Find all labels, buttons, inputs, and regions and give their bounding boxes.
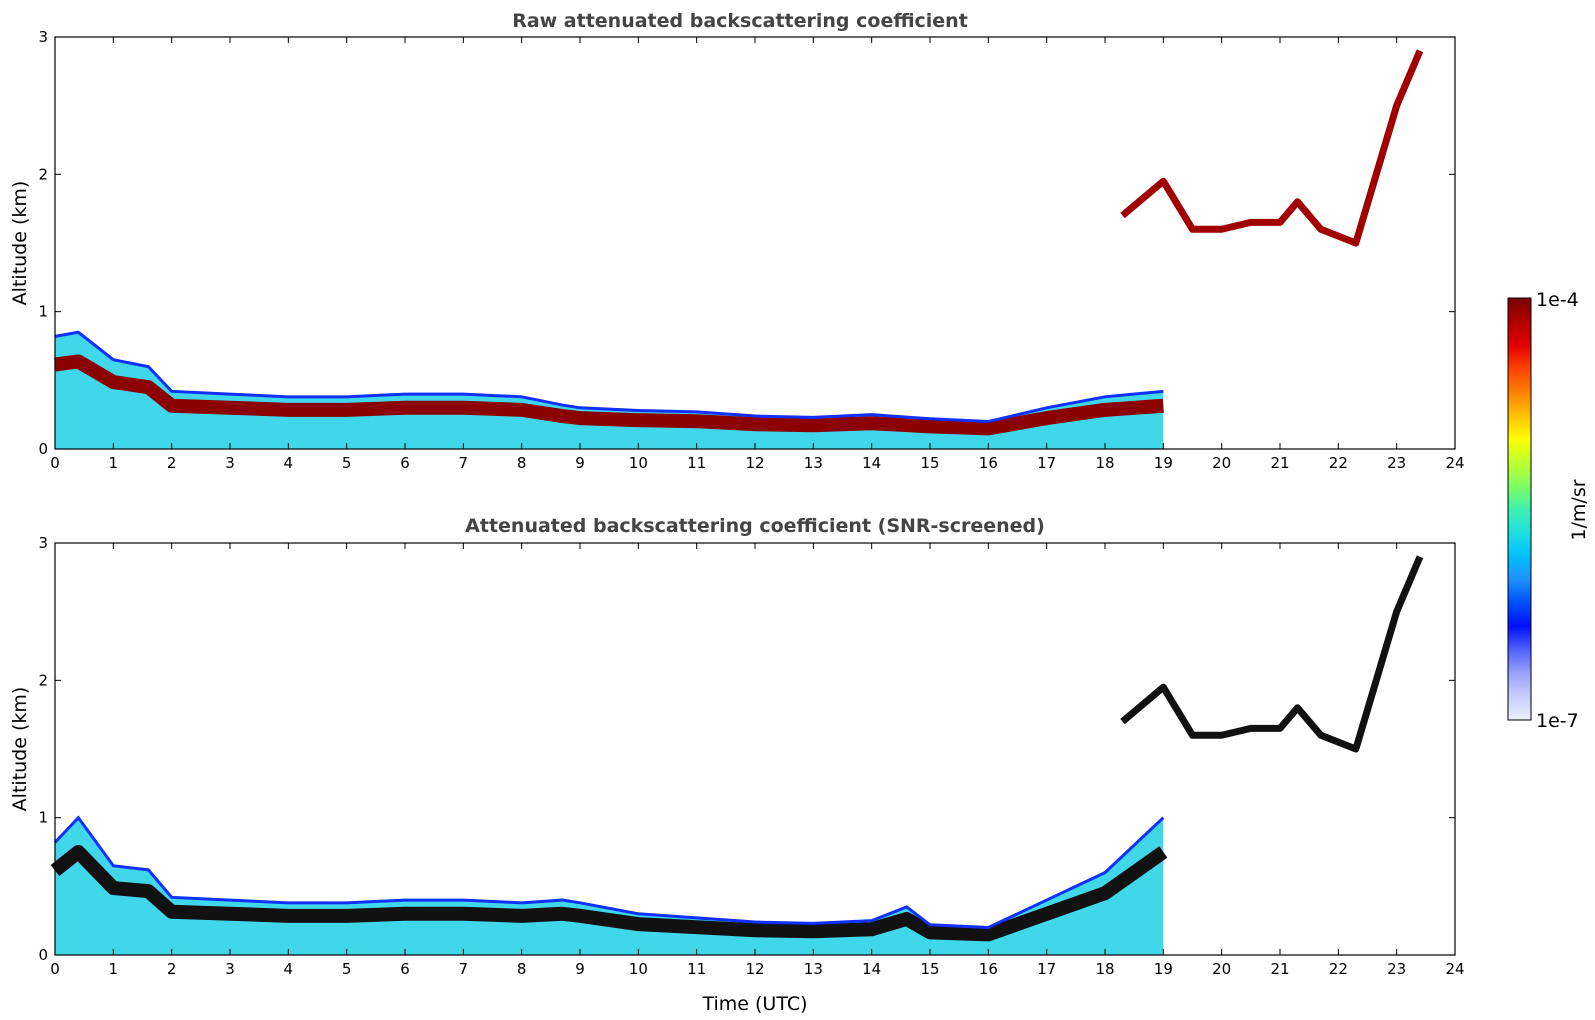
panel-screened-x-tick-label: 1 xyxy=(109,960,119,978)
panel-raw-y-label: Altitude (km) xyxy=(9,181,31,306)
panel-raw-x-tick-label: 11 xyxy=(687,454,706,472)
panel-raw-x-tick-label: 13 xyxy=(804,454,823,472)
panel-screened-x-tick-label: 8 xyxy=(517,960,527,978)
panel-screened-x-tick-label: 7 xyxy=(459,960,469,978)
panel-raw-x-tick-label: 1 xyxy=(109,454,119,472)
panel-raw-x-tick-label: 8 xyxy=(517,454,527,472)
panel-raw-plot-area xyxy=(54,49,1424,449)
panel-screened-y-label: Altitude (km) xyxy=(9,687,31,812)
panel-raw-y-tick-label: 2 xyxy=(38,165,48,183)
colorbar-bar xyxy=(1507,297,1532,721)
panel-screened-x-tick-label: 6 xyxy=(400,960,410,978)
panel-screened-layer-core xyxy=(50,845,1168,942)
panel-screened-x-tick-label: 2 xyxy=(167,960,177,978)
panel-raw-y-tick-label: 0 xyxy=(38,440,48,458)
panel-screened-x-tick-label: 5 xyxy=(342,960,352,978)
panel-screened-x-tick-label: 0 xyxy=(50,960,60,978)
panel-raw-x-tick-label: 19 xyxy=(1154,454,1173,472)
colorbar: 1e-4 1e-7 1/m/sr xyxy=(1507,289,1590,732)
panel-raw-x-tick-label: 12 xyxy=(745,454,764,472)
panel-raw-x-tick-label: 14 xyxy=(862,454,881,472)
panel-raw-x-tick-label: 15 xyxy=(920,454,939,472)
panel-raw-x-tick-label: 24 xyxy=(1445,454,1464,472)
panel-screened: Attenuated backscattering coefficient (S… xyxy=(9,515,1465,1015)
panel-raw-cloud-layer xyxy=(1120,49,1424,247)
panel-raw-x-tick-label: 7 xyxy=(459,454,469,472)
panel-raw-x-tick-label: 20 xyxy=(1212,454,1231,472)
panel-raw-frame xyxy=(54,36,1456,450)
panel-raw-x-tick-label: 10 xyxy=(629,454,648,472)
panel-screened-y-tick-label: 0 xyxy=(38,946,48,964)
panel-raw-y-tick-label: 3 xyxy=(38,28,48,46)
panel-raw-x-tick-label: 0 xyxy=(50,454,60,472)
panel-screened-frame xyxy=(54,542,1456,956)
panel-raw-x-tick-label: 4 xyxy=(284,454,294,472)
panel-screened-x-tick-label: 14 xyxy=(862,960,881,978)
panel-screened-x-tick-label: 17 xyxy=(1037,960,1056,978)
panel-screened-x-tick-label: 23 xyxy=(1387,960,1406,978)
panel-raw-y-tick-label: 1 xyxy=(38,303,48,321)
panel-screened-x-tick-label: 16 xyxy=(979,960,998,978)
panel-raw-layer-core xyxy=(54,354,1164,436)
panel-raw-x-tick-label: 2 xyxy=(167,454,177,472)
panel-screened-x-tick-label: 18 xyxy=(1095,960,1114,978)
panel-screened-x-tick-label: 20 xyxy=(1212,960,1231,978)
panel-screened-x-tick-label: 12 xyxy=(745,960,764,978)
panel-raw-x-tick-label: 6 xyxy=(400,454,410,472)
panel-raw-x-tick-label: 21 xyxy=(1270,454,1289,472)
panel-screened-cloud-layer xyxy=(1120,555,1424,753)
panel-screened-x-label: Time (UTC) xyxy=(701,993,807,1015)
panel-raw-x-tick-label: 16 xyxy=(979,454,998,472)
panel-raw-x-tick-label: 3 xyxy=(225,454,235,472)
panel-raw-title: Raw attenuated backscattering coefficien… xyxy=(512,10,968,32)
panel-raw-y-ticks: 0 1 2 3 xyxy=(38,28,1455,458)
panel-screened-x-tick-label: 21 xyxy=(1270,960,1289,978)
colorbar-max-label: 1e-4 xyxy=(1536,289,1579,311)
panel-raw-x-tick-label: 9 xyxy=(575,454,585,472)
panel-screened-plot-area xyxy=(50,555,1424,955)
panel-raw-x-tick-label: 17 xyxy=(1037,454,1056,472)
panel-screened-x-tick-label: 13 xyxy=(804,960,823,978)
panel-screened-x-tick-label: 4 xyxy=(284,960,294,978)
panel-screened-title: Attenuated backscattering coefficient (S… xyxy=(465,515,1045,537)
panel-screened-x-tick-label: 3 xyxy=(225,960,235,978)
panel-raw-x-ticks: 0 1 2 3 4 5 6 7 8 9 10 11 12 13 14 15 16 17 18 19 20 21 22 23 24 xyxy=(50,37,1465,472)
panel-screened-x-ticks: 0 1 2 3 4 5 6 7 8 9 10 11 12 13 14 15 16 17 18 19 20 21 22 23 24 xyxy=(50,543,1465,978)
panel-screened-x-tick-label: 22 xyxy=(1329,960,1348,978)
panel-screened-x-tick-label: 11 xyxy=(687,960,706,978)
panel-raw-layer-edge xyxy=(54,330,1164,424)
panel-screened-x-tick-label: 24 xyxy=(1445,960,1464,978)
panel-screened-x-tick-label: 10 xyxy=(629,960,648,978)
panel-screened-x-tick-label: 15 xyxy=(920,960,939,978)
panel-screened-layer-edge xyxy=(53,815,1165,930)
panel-raw-x-tick-label: 18 xyxy=(1095,454,1114,472)
colorbar-unit-label: 1/m/sr xyxy=(1568,479,1590,540)
panel-screened-x-tick-label: 19 xyxy=(1154,960,1173,978)
colorbar-min-label: 1e-7 xyxy=(1536,710,1579,732)
panel-screened-y-ticks: 0 1 2 3 xyxy=(38,534,1455,964)
panel-raw-x-tick-label: 23 xyxy=(1387,454,1406,472)
panel-raw-x-tick-label: 5 xyxy=(342,454,352,472)
panel-screened-x-tick-label: 9 xyxy=(575,960,585,978)
panel-raw-x-tick-label: 22 xyxy=(1329,454,1348,472)
panel-screened-y-tick-label: 3 xyxy=(38,534,48,552)
panel-screened-y-tick-label: 2 xyxy=(38,671,48,689)
panel-raw: Raw attenuated backscattering coefficien… xyxy=(9,10,1465,472)
panel-screened-y-tick-label: 1 xyxy=(38,809,48,827)
